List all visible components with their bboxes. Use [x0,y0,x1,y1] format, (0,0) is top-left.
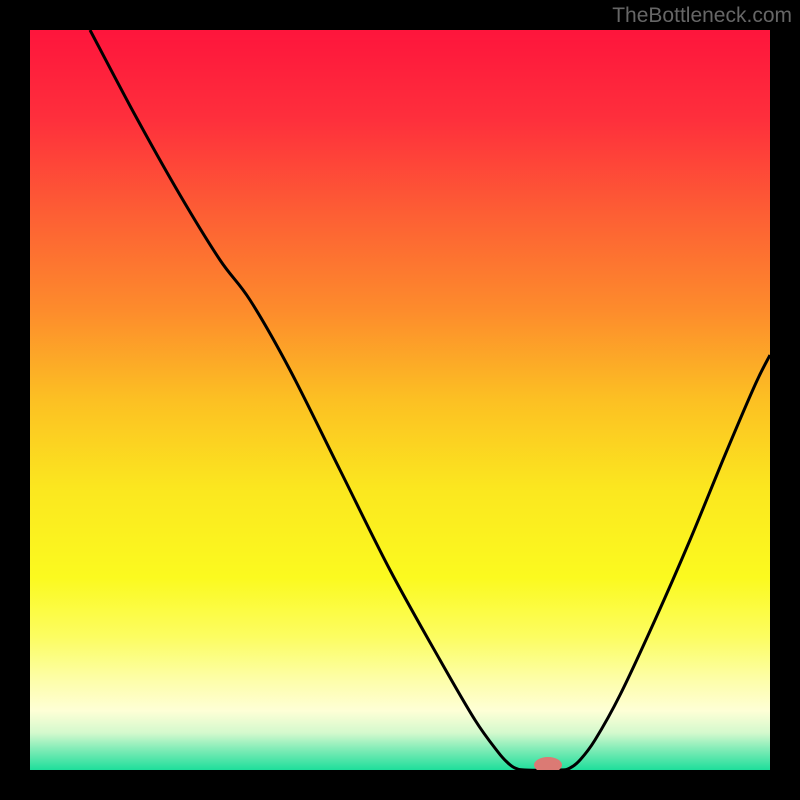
bottleneck-chart [30,30,770,770]
chart-background [30,30,770,770]
watermark-text: TheBottleneck.com [612,4,792,28]
